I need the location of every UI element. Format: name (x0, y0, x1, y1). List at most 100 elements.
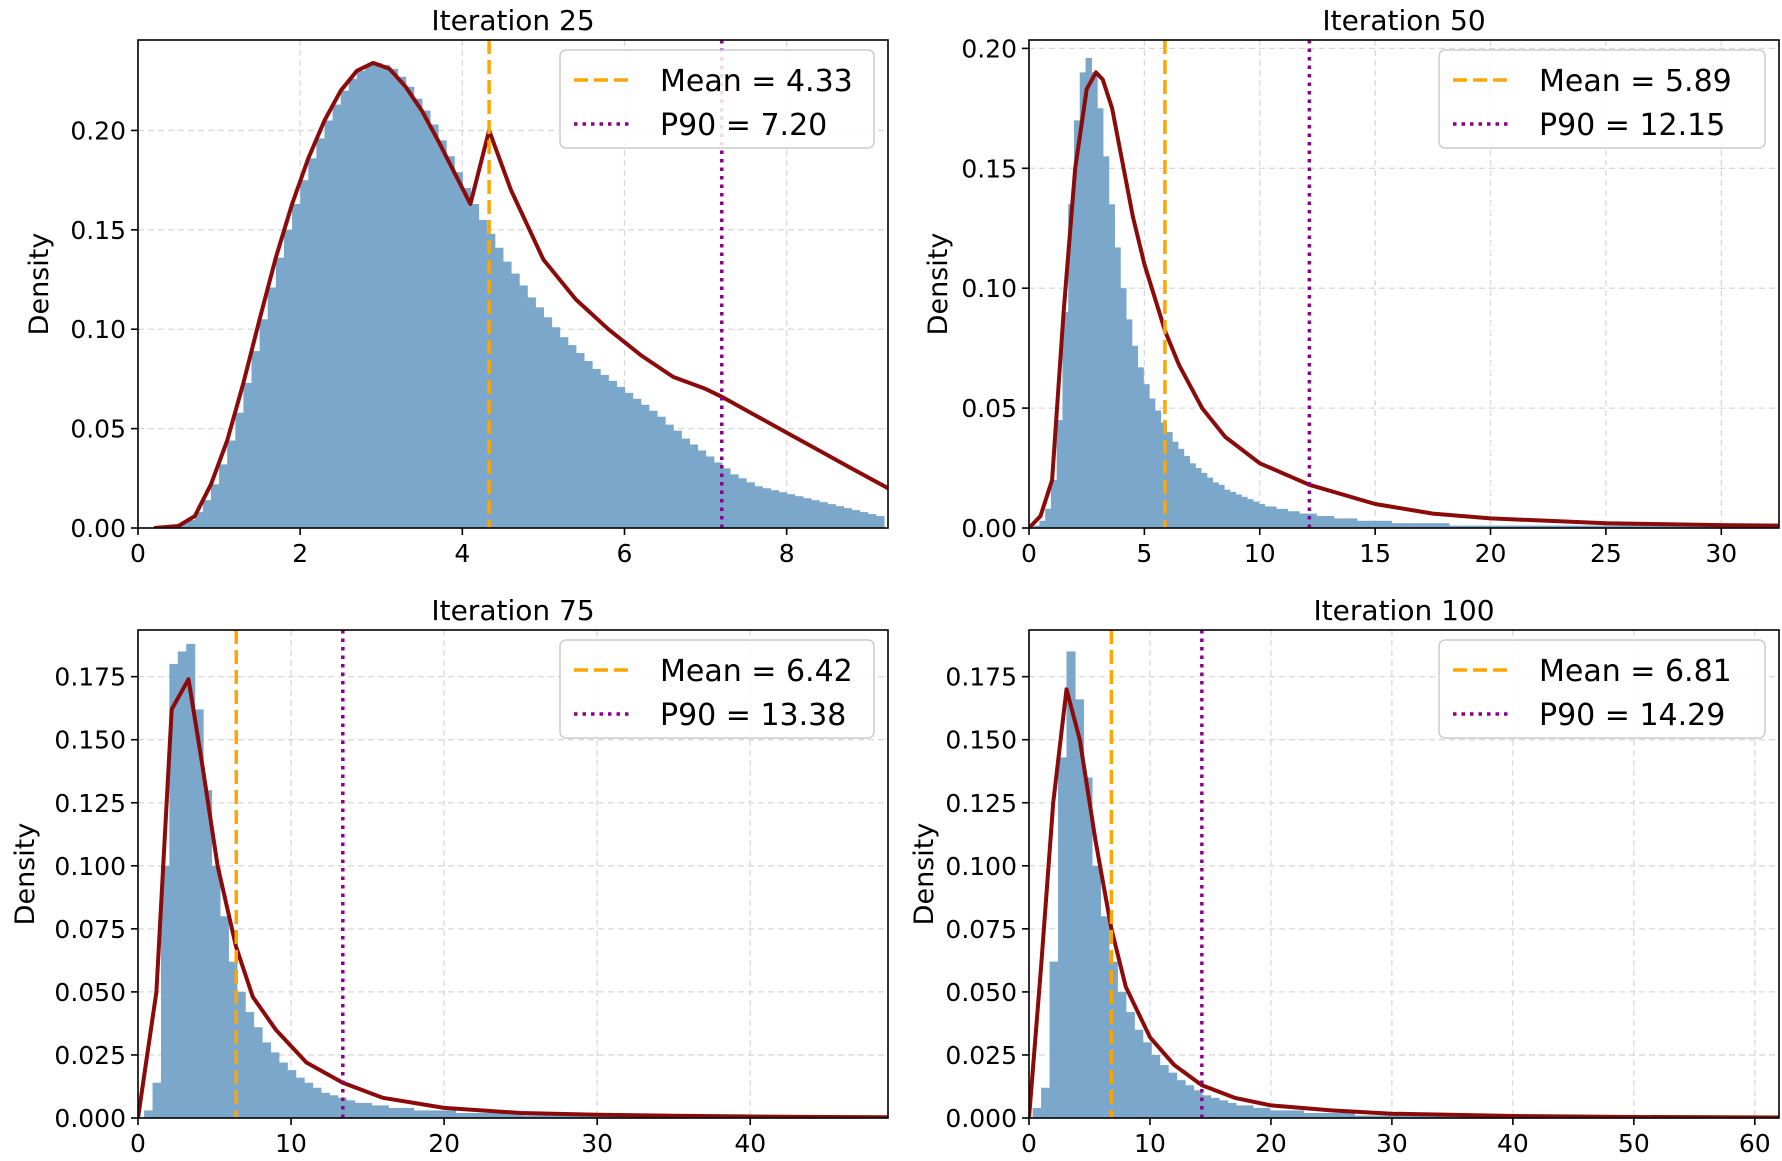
y-tick-label: 0.05 (961, 394, 1017, 423)
histogram-bar (1151, 1054, 1161, 1118)
legend-p90-label: P90 = 14.29 (1539, 698, 1725, 733)
histogram-bar (447, 1110, 457, 1118)
histogram-bar (1247, 499, 1254, 528)
histogram-bar (1229, 492, 1237, 528)
y-tick-label: 0.00 (70, 514, 126, 543)
histogram-bar (1160, 422, 1167, 528)
histogram-bar (1278, 1110, 1288, 1118)
histogram-bar (348, 78, 358, 528)
histogram-bar (1397, 523, 1404, 528)
subplot-title: Iteration 25 (431, 4, 594, 37)
histogram-bar (1125, 1012, 1135, 1118)
histogram-bar (329, 1095, 339, 1118)
histogram-bar (1270, 506, 1277, 528)
histogram-bar (522, 1115, 532, 1118)
histogram-bar (1299, 513, 1306, 528)
histogram-bar (1616, 525, 1623, 528)
y-tick-label: 0.150 (54, 726, 126, 755)
x-tick-label: 30 (1705, 539, 1737, 568)
histogram-bar (583, 361, 593, 528)
x-tick-label: 60 (1739, 1129, 1771, 1158)
histogram-bar (194, 512, 204, 528)
histogram-bar (656, 416, 666, 528)
histogram-bar (340, 90, 350, 528)
histogram-bar (1264, 506, 1271, 528)
histogram-bar (1275, 508, 1283, 528)
histogram-bar (1405, 1115, 1415, 1118)
histogram-bar (1303, 1112, 1313, 1118)
histogram-bar (1320, 1112, 1330, 1118)
histogram-bar (1068, 204, 1075, 528)
histogram-bar (1269, 1110, 1279, 1118)
histogram-bar (1304, 513, 1312, 528)
y-tick-label: 0.000 (945, 1104, 1017, 1133)
histogram-bar (1575, 525, 1583, 528)
histogram-bar (1327, 516, 1335, 528)
subplot-2: 0 5 10 15 20 25 30 0.00 0.05 0.10 0.15 0.20 Iteratio… (923, 4, 1780, 568)
histogram-bar (316, 138, 326, 528)
histogram-bar (270, 1052, 280, 1118)
histogram-bar (1281, 508, 1289, 528)
histogram-bar (320, 1092, 330, 1118)
histogram-bar (1413, 1115, 1423, 1118)
histogram-bar (600, 374, 609, 528)
axes-frame (1028, 629, 1780, 1119)
histogram-bar (1142, 1042, 1152, 1118)
histogram-bar (356, 70, 366, 528)
histogram-bar (1431, 523, 1439, 528)
histogram-bar (1041, 1087, 1051, 1118)
subplot-1: 0 2 4 6 8 0.00 0.05 0.10 0.15 0.20 Iteration 25 Den… (24, 4, 889, 568)
histogram-bar (1552, 525, 1560, 528)
histogram-bar (1402, 523, 1410, 528)
histogram-bar (1079, 72, 1087, 528)
histogram-bar (1227, 1102, 1237, 1118)
kde-group (154, 60, 888, 528)
histogram-bar (1679, 525, 1687, 528)
histogram-bar (267, 287, 277, 528)
legend-p90-label: P90 = 12.15 (1539, 108, 1725, 143)
y-tick-label: 0.05 (70, 415, 126, 444)
histogram-bar (1639, 525, 1646, 528)
histogram-bar (396, 1107, 406, 1118)
x-tick-label: 25 (1590, 539, 1622, 568)
histogram-bar (1656, 525, 1664, 528)
histogram-bar (1108, 204, 1115, 528)
histogram-bar (228, 961, 238, 1118)
y-tick-label: 0.175 (945, 663, 1017, 692)
histogram-bar (1650, 525, 1658, 528)
histogram-bar (379, 1105, 389, 1118)
histogram-bar (1322, 516, 1329, 528)
histogram-bar (1218, 484, 1225, 528)
histogram-bar (1056, 420, 1064, 528)
histogram-bar (1489, 525, 1496, 528)
histogram-bar (1564, 525, 1571, 528)
histogram-bar (575, 353, 585, 528)
legend-mean-label: Mean = 6.42 (660, 654, 853, 689)
histogram-bar (1049, 961, 1059, 1118)
histogram-bar (446, 156, 455, 528)
histogram-bar (1210, 1097, 1220, 1118)
histogram-bar (1350, 518, 1358, 528)
histogram-bar (1258, 504, 1265, 528)
histogram-bar (219, 464, 228, 528)
y-tick-label: 0.175 (54, 663, 126, 692)
histogram-bar (300, 180, 309, 528)
histogram-bar (673, 430, 682, 528)
histogram-bar (253, 1027, 263, 1118)
histogram-bar (539, 1115, 549, 1118)
y-tick-label: 0.20 (961, 34, 1017, 63)
histogram-bar (304, 1082, 314, 1118)
histogram-bar (1547, 525, 1554, 528)
histogram-bar (827, 504, 836, 528)
histogram-bar (1587, 525, 1594, 528)
y-tick-label: 0.150 (945, 726, 1017, 755)
x-tick-label: 15 (1359, 539, 1391, 568)
y-tick-label: 0.15 (70, 216, 126, 245)
histogram-bar (478, 219, 488, 528)
histogram-bar (1295, 1110, 1305, 1118)
histogram-bar (514, 1112, 524, 1118)
histogram-bar (721, 468, 731, 528)
histogram-bar (738, 478, 747, 528)
histogram-bar (202, 500, 212, 528)
histogram-bar (169, 664, 179, 1118)
